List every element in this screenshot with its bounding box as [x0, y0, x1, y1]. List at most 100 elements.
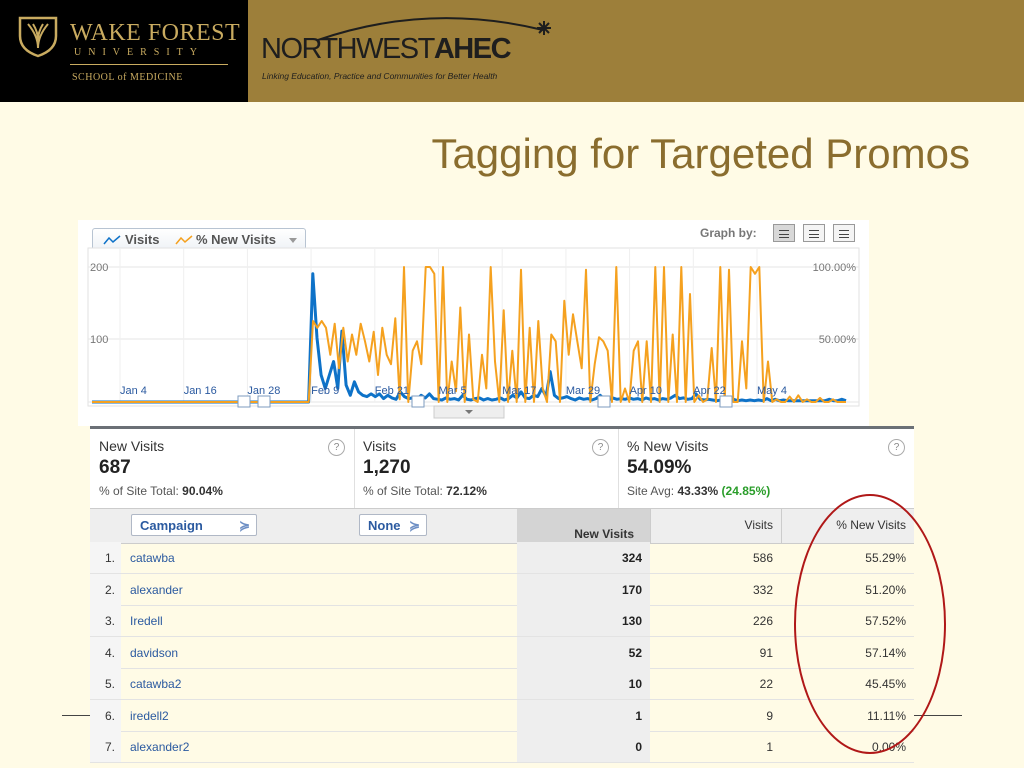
annotation-marker-icon [597, 395, 611, 408]
row-index: 7. [90, 731, 121, 762]
scorecard-divider [618, 429, 619, 511]
y-tick-label-right: 50.00% [819, 334, 857, 346]
table-row: 3. Iredell 130 226 57.52% [90, 605, 914, 637]
scorecard-visits: Visits 1,270 % of Site Total: 72.12% ? [354, 429, 618, 511]
chevron-down-icon: ≽ [239, 518, 250, 533]
graph-by-month-button[interactable] [833, 224, 855, 242]
visits-cell: 9 [766, 708, 773, 723]
graph-by-week-button[interactable] [803, 224, 825, 242]
row-index: 6. [90, 699, 121, 731]
scorecard-subtext: % of Site Total: 72.12% [363, 484, 487, 498]
help-icon[interactable]: ? [328, 439, 345, 456]
x-tick-label: Jan 28 [247, 385, 280, 397]
new-visits-cell: 130 [517, 605, 650, 636]
annotation-marker-icon [719, 395, 733, 408]
new-visits-cell: 324 [517, 542, 650, 573]
row-index: 2. [90, 573, 121, 605]
scorecard-subtext: % of Site Total: 90.04% [99, 484, 223, 498]
wake-forest-university: UNIVERSITY [74, 47, 204, 58]
chevron-down-icon [465, 410, 473, 414]
swoosh-star-icon [317, 17, 551, 41]
campaign-link[interactable]: alexander [130, 582, 183, 597]
campaign-link[interactable]: alexander2 [130, 740, 190, 754]
scorecard-pct-new-visits: % New Visits 54.09% Site Avg: 43.33% (24… [618, 429, 914, 511]
campaign-link[interactable]: iredell2 [130, 708, 169, 723]
scorecard-value: 54.09% [627, 457, 692, 478]
annotation-marker-icon [237, 395, 251, 408]
wake-forest-name: WAKE FOREST [70, 20, 241, 46]
y-tick-label-right: 100.00% [813, 262, 857, 274]
metric-selector-tab[interactable]: Visits % New Visits [92, 228, 306, 251]
visits-line-chart: 200 100.00% 100 50.00% Jan 4 Jan 16 Jan 28 Feb … [87, 247, 860, 419]
visits-cell: 1 [766, 740, 773, 754]
x-tick-label: May 4 [757, 385, 787, 397]
x-tick-label: Mar 17 [502, 385, 536, 397]
scorecard-value: 1,270 [363, 457, 411, 478]
graph-by-label: Graph by: [700, 226, 757, 240]
new-visits-cell: 1 [517, 699, 650, 731]
primary-dimension-label: Campaign [140, 518, 203, 533]
metric-scorecard: New Visits 687 % of Site Total: 90.04% ?… [90, 426, 914, 511]
tab-visits-label: Visits [125, 232, 160, 247]
northwest-ahec-logo: NORTHWESTAHEC Linking Education, Practic… [248, 0, 1024, 102]
table-header: Campaign ≽ None ≽ New Visits ↓ Visits % … [90, 508, 914, 544]
wake-forest-school: SCHOOL of MEDICINE [72, 72, 183, 83]
x-tick-label: Feb 9 [311, 385, 339, 397]
column-header-visits[interactable]: Visits [650, 509, 781, 543]
scorecard-value: 687 [99, 457, 131, 478]
dropdown-caret-icon [289, 238, 297, 243]
x-tick-label: Jan 4 [120, 385, 147, 397]
visits-cell: 22 [759, 677, 773, 691]
table-row: 6. iredell2 1 9 11.11% [90, 699, 914, 732]
scorecard-label: Visits [363, 438, 397, 454]
ahec-tagline: Linking Education, Practice and Communit… [262, 71, 498, 81]
header-banner: WAKE FOREST UNIVERSITY SCHOOL of MEDICIN… [0, 0, 1024, 102]
ahec-wordmark: NORTHWESTAHEC [261, 33, 512, 65]
slide-title: Tagging for Targeted Promos [431, 130, 970, 177]
line-new-visits-icon [175, 235, 193, 245]
visits-cell: 586 [752, 551, 773, 565]
scorecard-label: % New Visits [627, 438, 709, 454]
help-icon[interactable]: ? [592, 439, 609, 456]
x-tick-label: Mar 5 [439, 385, 467, 397]
campaign-link[interactable]: catawba [130, 551, 175, 565]
sort-down-icon: ↓ [628, 527, 634, 541]
new-visits-cell: 52 [517, 636, 650, 668]
scorecard-subtext: Site Avg: 43.33% (24.85%) [627, 484, 771, 498]
primary-dimension-select[interactable]: Campaign ≽ [131, 514, 257, 536]
x-tick-label: Apr 10 [630, 385, 662, 397]
decorative-rule-left [62, 715, 90, 716]
row-index: 4. [90, 636, 121, 668]
analytics-graph-panel: Visits % New Visits Graph by: 200 100.00%… [78, 220, 869, 426]
y-tick-label-left: 100 [90, 334, 108, 346]
plot-area [87, 247, 860, 407]
table-row: 1. catawba 324 586 55.29% [90, 542, 914, 574]
campaign-link[interactable]: davidson [130, 645, 179, 660]
wake-forest-shield-icon [18, 16, 58, 58]
table-row: 7. alexander2 0 1 0.00% [90, 731, 914, 763]
row-index: 1. [90, 542, 121, 573]
wake-forest-logo: WAKE FOREST UNIVERSITY SCHOOL of MEDICIN… [0, 0, 248, 102]
new-visits-cell: 170 [517, 573, 650, 605]
visits-cell: 91 [759, 645, 773, 660]
campaign-link[interactable]: Iredell [130, 614, 163, 628]
scorecard-divider [354, 429, 355, 511]
x-tick-label: Mar 29 [566, 385, 600, 397]
series-new-visits-line [92, 266, 846, 403]
secondary-dimension-label: None [368, 518, 401, 533]
campaign-link[interactable]: catawba2 [130, 677, 182, 691]
graph-by-day-button[interactable] [773, 224, 795, 242]
table-row: 5. catawba2 10 22 45.45% [90, 668, 914, 700]
help-icon[interactable]: ? [888, 439, 905, 456]
annotation-marker-icon [257, 395, 271, 408]
x-tick-label: Jan 16 [184, 385, 217, 397]
new-visits-cell: 10 [517, 668, 650, 699]
column-header-new-visits[interactable]: New Visits ↓ [517, 509, 650, 543]
decorative-rule-right [914, 715, 962, 716]
x-tick-label: Feb 21 [375, 385, 409, 397]
row-index: 3. [90, 605, 121, 636]
secondary-dimension-select[interactable]: None ≽ [359, 514, 427, 536]
row-index: 5. [90, 668, 121, 699]
visits-cell: 226 [752, 614, 773, 628]
x-tick-label: Apr 22 [693, 385, 725, 397]
